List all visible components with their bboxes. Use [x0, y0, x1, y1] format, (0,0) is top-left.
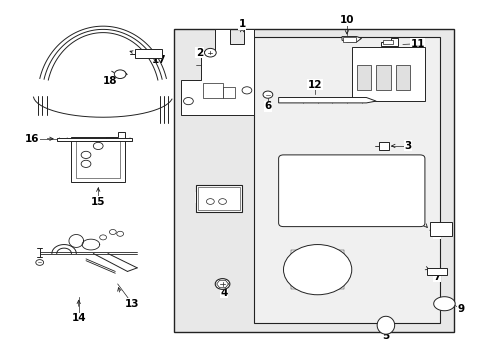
Text: 11: 11: [409, 39, 424, 49]
Text: 4: 4: [220, 288, 227, 298]
Bar: [356, 65, 370, 90]
Bar: [173, 30, 453, 332]
Text: 14: 14: [71, 313, 86, 323]
Polygon shape: [433, 297, 454, 311]
Text: 17: 17: [152, 55, 166, 65]
Bar: [203, 83, 222, 98]
Bar: [135, 49, 161, 58]
FancyBboxPatch shape: [278, 155, 424, 226]
Circle shape: [36, 260, 43, 265]
Circle shape: [81, 160, 91, 167]
Circle shape: [206, 199, 214, 204]
Circle shape: [117, 231, 123, 236]
Text: 18: 18: [103, 76, 118, 86]
Bar: [375, 65, 390, 90]
Bar: [351, 47, 424, 101]
Circle shape: [81, 151, 91, 158]
Polygon shape: [380, 39, 397, 45]
Text: 3: 3: [404, 141, 410, 151]
Polygon shape: [71, 132, 125, 182]
Text: 7: 7: [432, 272, 440, 282]
Bar: [57, 138, 132, 141]
Circle shape: [283, 244, 351, 295]
Bar: [195, 185, 242, 212]
Bar: [222, 87, 234, 98]
Circle shape: [242, 87, 251, 94]
Text: 13: 13: [125, 299, 139, 309]
Text: 5: 5: [382, 331, 389, 341]
Circle shape: [218, 199, 226, 204]
Polygon shape: [376, 316, 394, 334]
Bar: [343, 37, 355, 41]
Circle shape: [100, 235, 106, 240]
Text: 2: 2: [196, 193, 203, 203]
Text: 12: 12: [307, 80, 322, 90]
Polygon shape: [181, 30, 254, 116]
Text: 2: 2: [196, 48, 203, 58]
Circle shape: [183, 98, 193, 105]
Text: 10: 10: [339, 15, 353, 26]
Circle shape: [114, 70, 126, 78]
Bar: [429, 222, 451, 235]
Circle shape: [263, 91, 272, 98]
Bar: [383, 40, 392, 44]
Bar: [198, 187, 239, 211]
Circle shape: [109, 229, 116, 234]
Circle shape: [204, 48, 216, 57]
Polygon shape: [427, 268, 446, 275]
Bar: [378, 141, 388, 149]
Circle shape: [215, 279, 229, 289]
Text: 15: 15: [91, 197, 105, 207]
Bar: [395, 65, 409, 90]
Circle shape: [93, 142, 103, 149]
Bar: [76, 140, 120, 178]
Text: 9: 9: [457, 304, 464, 314]
Polygon shape: [254, 37, 439, 323]
Text: 16: 16: [25, 134, 40, 144]
Text: 1: 1: [238, 19, 245, 29]
Polygon shape: [341, 37, 361, 42]
Text: 6: 6: [264, 102, 271, 112]
Polygon shape: [278, 98, 375, 103]
Text: 8: 8: [432, 229, 440, 239]
